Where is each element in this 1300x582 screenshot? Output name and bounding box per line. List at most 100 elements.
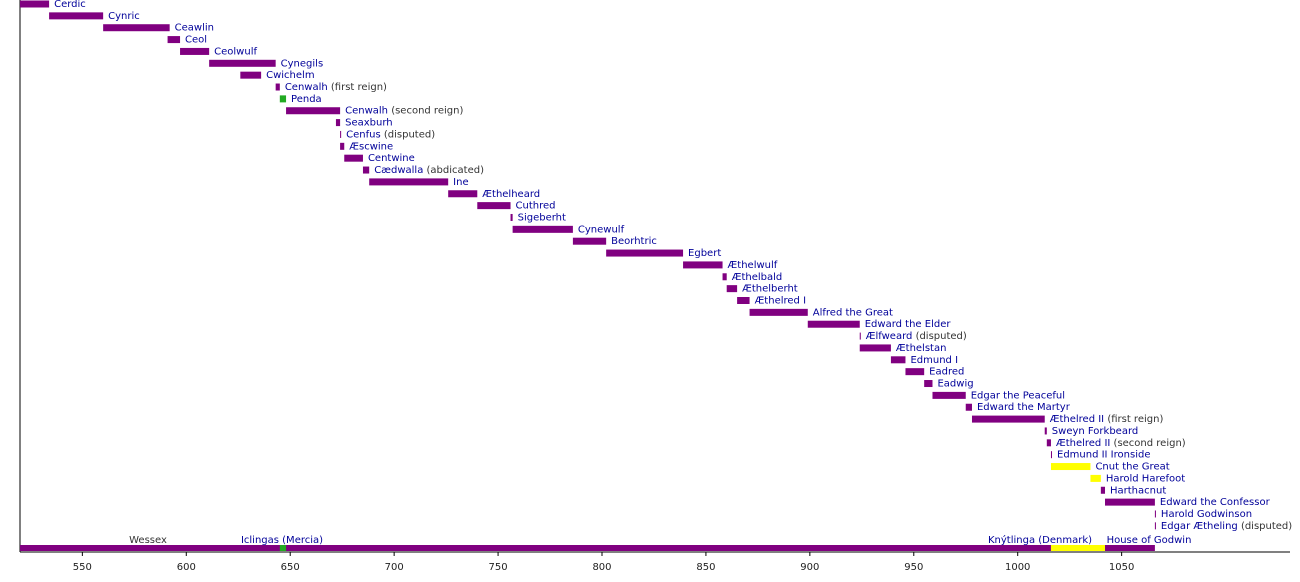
x-tick-label: 900 xyxy=(800,562,819,573)
house-segment xyxy=(20,545,1051,551)
ruler-label: Æthelred II (first reign) xyxy=(1050,414,1164,425)
ruler-note: (first reign) xyxy=(1107,414,1163,425)
ruler-name: Cynric xyxy=(108,11,140,22)
ruler-name: Edward the Elder xyxy=(865,319,952,330)
ruler-name: Cenfus xyxy=(346,129,381,140)
ruler-label: Cuthred xyxy=(516,201,556,212)
ruler-label: Æthelwulf xyxy=(728,260,778,271)
ruler-name: Cenwalh xyxy=(345,106,388,117)
house-label: Iclingas (Mercia) xyxy=(241,535,323,546)
ruler-name: Sigeberht xyxy=(518,212,566,223)
ruler-label: Sigeberht xyxy=(518,212,566,223)
reign-bar xyxy=(286,107,341,115)
x-tick-label: 800 xyxy=(592,562,611,573)
reign-bar xyxy=(737,297,750,304)
ruler-label: Harold Harefoot xyxy=(1106,473,1185,484)
x-tick-label: 850 xyxy=(696,562,715,573)
ruler-name: Egbert xyxy=(688,248,721,259)
ruler-label: Edmund II Ironside xyxy=(1057,450,1150,461)
ruler-label: Æthelberht xyxy=(742,284,798,295)
ruler-label: Seaxburh xyxy=(345,118,393,129)
ruler-label: Cynegils xyxy=(281,58,324,69)
house-segment xyxy=(279,545,287,551)
reign-bar xyxy=(1090,474,1101,482)
ruler-name: Ceawlin xyxy=(175,23,214,34)
ruler-name: Æthelheard xyxy=(482,189,540,200)
ruler-label: Edgar Ætheling (disputed) xyxy=(1161,521,1292,532)
ruler-name: Ine xyxy=(453,177,468,188)
reign-bar xyxy=(209,59,276,67)
ruler-label: Ine xyxy=(453,177,468,188)
ruler-name: Cædwalla xyxy=(374,165,423,176)
reign-bar xyxy=(572,237,607,245)
ruler-label: Harthacnut xyxy=(1110,485,1166,496)
ruler-name: Beorhtric xyxy=(611,236,657,247)
ruler-name: Ceol xyxy=(185,35,207,46)
house-segment xyxy=(1050,545,1106,551)
ruler-name: Centwine xyxy=(368,153,415,164)
ruler-note: (second reign) xyxy=(1114,438,1186,449)
ruler-name: Edgar the Peaceful xyxy=(971,390,1065,401)
reign-bar xyxy=(965,403,972,411)
house-label: Wessex xyxy=(129,535,167,546)
ruler-label: Alfred the Great xyxy=(813,307,893,318)
ruler-name: Ceolwulf xyxy=(214,46,257,57)
ruler-note: (disputed) xyxy=(1241,521,1292,532)
reign-bar xyxy=(240,71,262,79)
ruler-note: (second reign) xyxy=(391,106,463,117)
ruler-name: Eadwig xyxy=(937,379,973,390)
reign-bar xyxy=(1046,439,1051,447)
ruler-note: (abdicated) xyxy=(427,165,485,176)
reign-bar xyxy=(1154,522,1156,530)
ruler-label: Edward the Elder xyxy=(865,319,952,330)
x-tick-label: 650 xyxy=(281,562,300,573)
ruler-name: Eadred xyxy=(929,367,964,378)
ruler-name: Edmund II Ironside xyxy=(1057,450,1150,461)
house-segment xyxy=(1105,545,1155,551)
ruler-name: Æthelred II xyxy=(1050,414,1104,425)
house-label: Knýtlinga (Denmark) xyxy=(988,534,1092,546)
ruler-label: Ceol xyxy=(185,35,207,46)
ruler-name: Penda xyxy=(291,94,322,105)
ruler-label: Edgar the Peaceful xyxy=(971,390,1065,401)
ruler-name: Cerdic xyxy=(54,0,86,10)
ruler-name: Cwichelm xyxy=(266,70,314,81)
ruler-label: Æthelred II (second reign) xyxy=(1056,438,1186,449)
x-tick-label: 1000 xyxy=(1005,562,1030,573)
reign-bar xyxy=(279,95,287,103)
ruler-label: Æscwine xyxy=(349,141,393,152)
reign-bar xyxy=(448,190,478,198)
reign-bar xyxy=(340,130,342,138)
x-tick-label: 950 xyxy=(904,562,923,573)
ruler-name: Cuthred xyxy=(516,201,556,212)
ruler-label: Sweyn Forkbeard xyxy=(1052,426,1138,437)
ruler-note: (disputed) xyxy=(384,129,435,140)
reign-bar xyxy=(606,249,684,257)
x-tick-label: 700 xyxy=(385,562,404,573)
ruler-label: Æthelred I xyxy=(755,296,806,307)
ruler-label: Ceolwulf xyxy=(214,46,257,57)
ruler-label: Cenwalh (second reign) xyxy=(345,106,463,117)
reign-bar xyxy=(1105,498,1155,506)
x-tick-label: 1050 xyxy=(1109,562,1134,573)
ruler-name: Seaxburh xyxy=(345,118,393,129)
ruler-label: Cnut the Great xyxy=(1095,462,1169,473)
ruler-label: Æthelstan xyxy=(896,343,947,354)
x-tick-label: 550 xyxy=(73,562,92,573)
reign-bar xyxy=(103,24,170,32)
ruler-name: Sweyn Forkbeard xyxy=(1052,426,1138,437)
ruler-label: Beorhtric xyxy=(611,236,657,247)
reign-bar xyxy=(932,391,966,399)
ruler-label: Ceawlin xyxy=(175,23,214,34)
ruler-name: Edmund I xyxy=(910,355,958,366)
ruler-name: Harthacnut xyxy=(1110,485,1166,496)
reign-bar xyxy=(477,202,511,210)
ruler-label: Cenfus (disputed) xyxy=(346,129,435,140)
ruler-name: Alfred the Great xyxy=(813,307,893,318)
ruler-label: Cerdic xyxy=(54,0,86,10)
ruler-label: Penda xyxy=(291,94,322,105)
ruler-label: Cynric xyxy=(108,11,140,22)
ruler-name: Cenwalh xyxy=(285,82,328,93)
reign-bar xyxy=(683,261,723,269)
